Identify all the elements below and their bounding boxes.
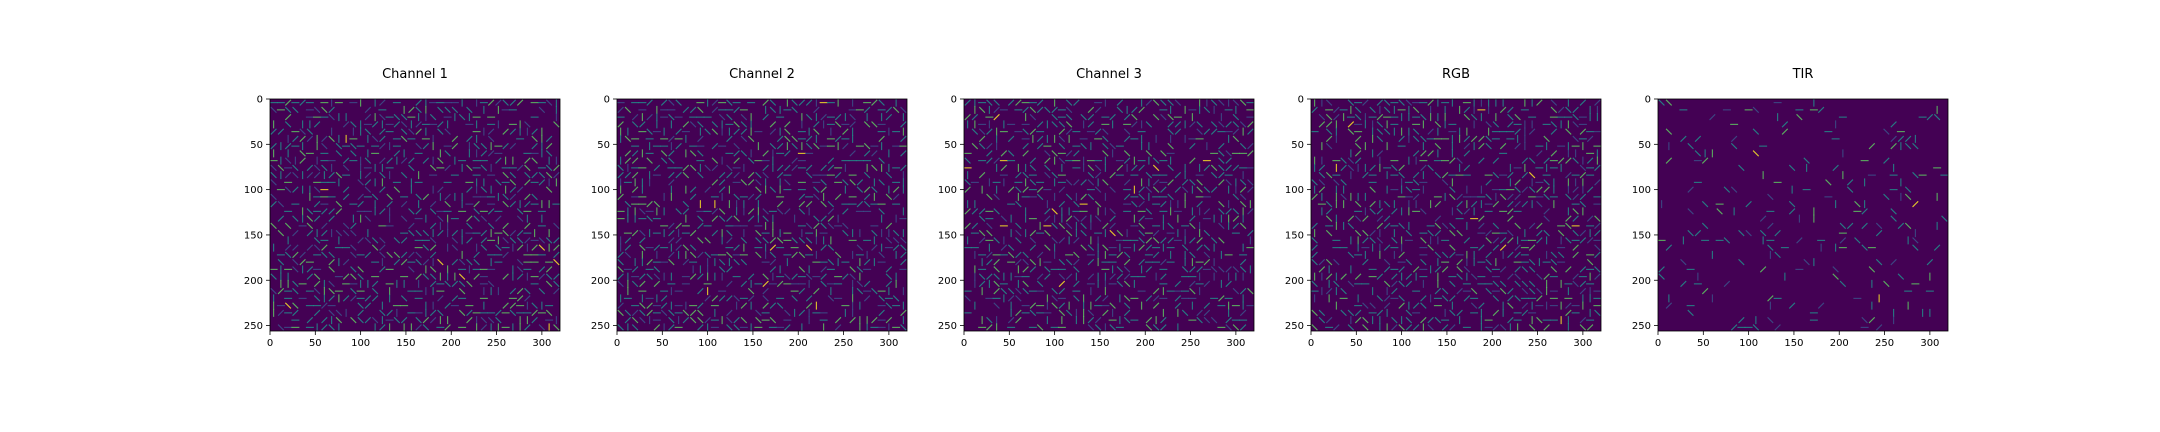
axes-frame: [1657, 98, 1949, 332]
x-tick-label: 200: [1483, 338, 1502, 349]
x-tick-label: 50: [656, 338, 669, 349]
hog-glyphs: [1658, 99, 1948, 331]
image-area: [964, 99, 1254, 331]
hog-glyphs: [964, 99, 1254, 331]
axes-frame: [963, 98, 1255, 332]
x-tick-label: 50: [309, 338, 322, 349]
y-tick-label: 0: [257, 95, 263, 106]
y-tick-label: 250: [244, 321, 263, 332]
y-tick-label: 0: [1645, 95, 1651, 106]
axes-frame: [616, 98, 908, 332]
image-area: [617, 99, 907, 331]
x-tick-label: 250: [834, 338, 853, 349]
x-tick-label: 200: [1136, 338, 1155, 349]
x-tick-label: 150: [1090, 338, 1109, 349]
y-tick-label: 250: [591, 321, 610, 332]
x-tick-label: 300: [1226, 338, 1245, 349]
panel-1: Channel 1 0 50 100 150 200 250 300 0 50 100 150 200 2…: [244, 67, 561, 349]
y-tick-label: 50: [1291, 140, 1304, 151]
y-tick-label: 200: [591, 276, 610, 287]
x-tick-label: 150: [743, 338, 762, 349]
x-tick-label: 250: [1875, 338, 1894, 349]
x-tick-label: 0: [961, 338, 967, 349]
y-tick-label: 150: [938, 230, 957, 241]
panel-title: RGB: [1442, 67, 1470, 82]
panel-5: TIR 0 50 100 150 200 250 300 0 50 100 150 200 250: [1632, 67, 1949, 349]
x-tick-label: 50: [1697, 338, 1710, 349]
y-tick-label: 0: [604, 95, 610, 106]
x-tick-label: 250: [1528, 338, 1547, 349]
panel-2: Channel 2 0 50 100 150 200 250 300 0 50 100 150 200 2…: [591, 67, 908, 349]
x-tick-label: 50: [1350, 338, 1363, 349]
panel-title: Channel 2: [729, 67, 795, 82]
x-tick-label: 0: [267, 338, 273, 349]
x-tick-label: 100: [1392, 338, 1411, 349]
y-tick-label: 100: [1632, 185, 1651, 196]
y-tick-label: 100: [1285, 185, 1304, 196]
x-tick-label: 300: [1920, 338, 1939, 349]
y-tick-label: 200: [244, 276, 263, 287]
x-tick-label: 300: [879, 338, 898, 349]
x-tick-label: 250: [487, 338, 506, 349]
image-area: [270, 99, 560, 331]
panel-title: Channel 3: [1076, 67, 1142, 82]
x-tick-label: 200: [442, 338, 461, 349]
x-tick-label: 200: [789, 338, 808, 349]
x-tick-label: 300: [532, 338, 551, 349]
y-tick-label: 200: [1285, 276, 1304, 287]
x-tick-label: 300: [1573, 338, 1592, 349]
hog-glyphs: [1311, 99, 1601, 331]
image-area: [1658, 99, 1948, 331]
y-tick-label: 250: [938, 321, 957, 332]
y-tick-label: 50: [1638, 140, 1651, 151]
x-tick-label: 100: [1739, 338, 1758, 349]
y-tick-label: 150: [1632, 230, 1651, 241]
y-tick-label: 250: [1632, 321, 1651, 332]
y-tick-label: 100: [591, 185, 610, 196]
axes-frame: [269, 98, 561, 332]
y-tick-label: 100: [244, 185, 263, 196]
y-tick-label: 200: [938, 276, 957, 287]
x-tick-label: 150: [396, 338, 415, 349]
x-tick-label: 0: [614, 338, 620, 349]
x-tick-label: 100: [351, 338, 370, 349]
x-tick-label: 200: [1830, 338, 1849, 349]
y-tick-label: 200: [1632, 276, 1651, 287]
panel-4: RGB 0 50 100 150 200 250 300 0 50 100 150 200 250: [1285, 67, 1602, 349]
y-tick-label: 50: [250, 140, 263, 151]
x-tick-label: 50: [1003, 338, 1016, 349]
y-tick-label: 250: [1285, 321, 1304, 332]
y-tick-label: 50: [597, 140, 610, 151]
x-tick-label: 100: [1045, 338, 1064, 349]
x-tick-label: 0: [1308, 338, 1314, 349]
y-tick-label: 0: [1298, 95, 1304, 106]
hog-glyphs: [270, 99, 560, 331]
panel-3: Channel 3 0 50 100 150 200 250 300 0 50 100 150 200 2…: [938, 67, 1255, 349]
y-tick-label: 0: [951, 95, 957, 106]
y-tick-label: 100: [938, 185, 957, 196]
y-tick-label: 150: [244, 230, 263, 241]
x-tick-label: 0: [1655, 338, 1661, 349]
panel-title: Channel 1: [382, 67, 448, 82]
axes-frame: [1310, 98, 1602, 332]
x-tick-label: 100: [698, 338, 717, 349]
hog-glyphs: [617, 99, 907, 331]
y-tick-label: 50: [944, 140, 957, 151]
y-tick-label: 150: [591, 230, 610, 241]
x-tick-label: 250: [1181, 338, 1200, 349]
panel-title: TIR: [1792, 67, 1814, 82]
y-tick-label: 150: [1285, 230, 1304, 241]
image-area: [1311, 99, 1601, 331]
x-tick-label: 150: [1437, 338, 1456, 349]
x-tick-label: 150: [1784, 338, 1803, 349]
